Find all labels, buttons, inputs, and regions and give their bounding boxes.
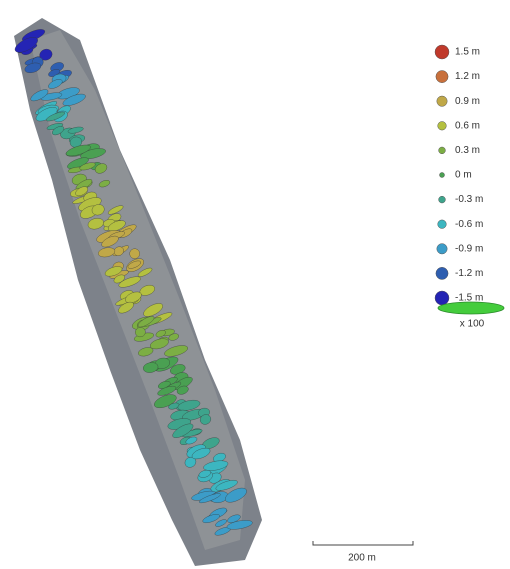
legend-label: 0.6 m <box>455 120 480 131</box>
legend-marker <box>438 122 447 131</box>
legend-label: 0.9 m <box>455 96 480 107</box>
legend-marker <box>439 147 446 154</box>
legend-label: -0.6 m <box>455 219 483 230</box>
legend-label: 0.3 m <box>455 145 480 156</box>
legend-marker <box>437 96 447 106</box>
legend-marker <box>436 71 448 83</box>
legend-label: -0.3 m <box>455 194 483 205</box>
scale-ellipse <box>438 302 504 314</box>
scale-bar-label: 200 m <box>348 553 376 564</box>
legend-marker <box>435 291 449 305</box>
legend-marker <box>438 220 447 229</box>
legend-label: 1.5 m <box>455 47 480 58</box>
legend-marker <box>435 45 449 59</box>
legend: 1.5 m 1.2 m 0.9 m 0.6 m 0.3 m 0 m -0.3 m -0.6 m… <box>435 45 483 305</box>
legend-marker <box>439 196 446 203</box>
legend-label: 1.2 m <box>455 71 480 82</box>
scale-ellipse-label: x 100 <box>460 319 485 330</box>
camera-errors <box>13 27 253 537</box>
map: 1.5 m 1.2 m 0.9 m 0.6 m 0.3 m 0 m -0.3 m -0.6 m… <box>0 0 510 569</box>
legend-label: 0 m <box>455 170 472 181</box>
legend-label: -0.9 m <box>455 243 483 254</box>
legend-marker <box>437 244 447 254</box>
legend-marker <box>440 173 445 178</box>
legend-label: -1.2 m <box>455 268 483 279</box>
legend-marker <box>436 267 448 279</box>
scale-bar <box>313 541 413 545</box>
